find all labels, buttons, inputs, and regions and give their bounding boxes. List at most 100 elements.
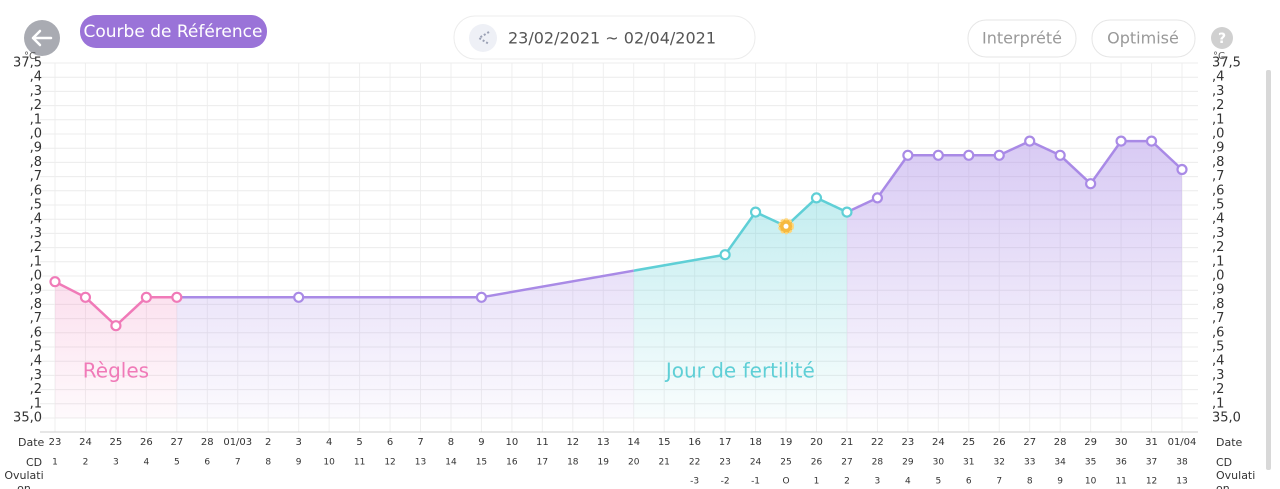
x-tick-label: 01/04 bbox=[1168, 437, 1197, 448]
row-title: CD bbox=[26, 456, 43, 469]
x-tick-label: 13 bbox=[597, 437, 610, 448]
y-tick-label: ,2 bbox=[30, 382, 42, 397]
cd-label: 34 bbox=[1054, 458, 1066, 468]
point bbox=[1115, 135, 1127, 147]
button[interactable] bbox=[967, 19, 1077, 58]
x-tick-label: 16 bbox=[688, 437, 701, 448]
cd-label: 25 bbox=[780, 458, 791, 468]
y-tick-label: ,5 bbox=[1212, 198, 1224, 213]
ovulation-label: 10 bbox=[1085, 477, 1097, 487]
y-tick-label: ,8 bbox=[30, 297, 42, 312]
point bbox=[293, 291, 305, 303]
ovulation-label: 2 bbox=[844, 477, 850, 487]
x-tick-label: 15 bbox=[658, 437, 671, 448]
cd-label: 31 bbox=[963, 458, 974, 468]
cd-label: 15 bbox=[476, 458, 487, 468]
y-tick-label: ,7 bbox=[30, 311, 42, 326]
cd-label: 2 bbox=[83, 458, 89, 468]
y-tick-label: ,8 bbox=[30, 155, 42, 170]
x-tick-label: 12 bbox=[566, 437, 579, 448]
y-tick-label: ,3 bbox=[30, 84, 42, 99]
y-tick-label: ,3 bbox=[1212, 226, 1224, 241]
row-title: Ovulation bbox=[4, 469, 44, 489]
cd-label: 9 bbox=[296, 458, 302, 468]
x-tick-label: 2 bbox=[265, 437, 271, 448]
y-tick-label: ,3 bbox=[1212, 368, 1224, 383]
y-tick-label: ,0 bbox=[1212, 269, 1224, 284]
cd-label: 21 bbox=[658, 458, 669, 468]
x-tick-label: 01/03 bbox=[223, 437, 252, 448]
cd-label: 13 bbox=[415, 458, 426, 468]
y-tick-label: ,3 bbox=[1212, 84, 1224, 99]
y-tick-label: ,4 bbox=[30, 354, 42, 369]
point bbox=[993, 149, 1005, 161]
point bbox=[1024, 135, 1036, 147]
row-title: Date bbox=[18, 436, 45, 449]
area bbox=[633, 197, 847, 418]
cd-label: 17 bbox=[537, 458, 548, 468]
point bbox=[49, 276, 61, 288]
point bbox=[1085, 178, 1097, 190]
x-tick-label: 27 bbox=[170, 437, 183, 448]
row-title: Date bbox=[1216, 436, 1243, 449]
point bbox=[110, 320, 122, 332]
y-tick-label: ,0 bbox=[1212, 127, 1224, 142]
cd-label: 28 bbox=[872, 458, 884, 468]
button[interactable] bbox=[1091, 19, 1196, 58]
y-tick-label: ,3 bbox=[30, 368, 42, 383]
help-button[interactable] bbox=[1211, 27, 1233, 49]
y-tick-label: ,7 bbox=[1212, 169, 1224, 184]
cd-label: 32 bbox=[994, 458, 1005, 468]
title-pill[interactable] bbox=[80, 15, 267, 48]
y-tick-label: ,4 bbox=[1212, 212, 1224, 227]
x-tick-label: 18 bbox=[749, 437, 762, 448]
x-tick-label: 27 bbox=[1023, 437, 1036, 448]
y-tick-label: ,2 bbox=[30, 98, 42, 113]
cd-label: 38 bbox=[1176, 458, 1188, 468]
cd-label: 19 bbox=[598, 458, 610, 468]
y-tick-label: ,9 bbox=[1212, 283, 1224, 298]
cd-label: 27 bbox=[841, 458, 852, 468]
date-pill[interactable] bbox=[453, 15, 756, 60]
point bbox=[140, 291, 152, 303]
ovulation-label: 4 bbox=[905, 477, 911, 487]
cd-label: 6 bbox=[204, 458, 210, 468]
y-tick-label: ,5 bbox=[30, 198, 42, 213]
title: Courbe de Référence bbox=[84, 22, 263, 42]
button-label: Optimisé bbox=[1107, 29, 1179, 48]
point bbox=[719, 249, 731, 261]
point bbox=[810, 192, 823, 204]
y-tick-label: ,2 bbox=[1212, 98, 1224, 113]
ovulation-label: 6 bbox=[966, 477, 972, 487]
x-tick-label: 4 bbox=[326, 437, 332, 448]
y-tick-label: ,4 bbox=[30, 212, 42, 227]
y-tick-label: ,0 bbox=[30, 127, 42, 142]
cd-label: 35 bbox=[1085, 458, 1096, 468]
cd-label: 33 bbox=[1024, 458, 1035, 468]
y-tick-label: ,8 bbox=[1212, 297, 1224, 312]
y-tick-label: ,3 bbox=[30, 226, 42, 241]
y-tick-label: ,2 bbox=[1212, 240, 1224, 255]
ovulation-label: 13 bbox=[1176, 477, 1187, 487]
cd-label: 8 bbox=[265, 458, 271, 468]
cd-label: 26 bbox=[811, 458, 823, 468]
ovulation-label: -3 bbox=[690, 477, 699, 487]
y-tick-label: ,1 bbox=[1212, 254, 1224, 269]
point bbox=[871, 192, 884, 204]
cd-label: 11 bbox=[354, 458, 365, 468]
cd-label: 22 bbox=[689, 458, 700, 468]
x-tick-label: 20 bbox=[810, 437, 823, 448]
point bbox=[79, 291, 92, 303]
cd-label: 14 bbox=[445, 458, 457, 468]
scrollbar bbox=[1266, 70, 1271, 470]
phase-label: Règles bbox=[83, 359, 149, 383]
y-tick-label: ,4 bbox=[1212, 70, 1224, 85]
cd-label: 37 bbox=[1146, 458, 1157, 468]
point bbox=[963, 149, 975, 161]
button-label: Interprété bbox=[982, 29, 1062, 48]
ovulation-label: O bbox=[782, 477, 789, 487]
row-title: Ovulation bbox=[1216, 469, 1256, 489]
ovulation-center bbox=[783, 223, 789, 229]
y-tick-label: ,5 bbox=[1212, 340, 1224, 355]
